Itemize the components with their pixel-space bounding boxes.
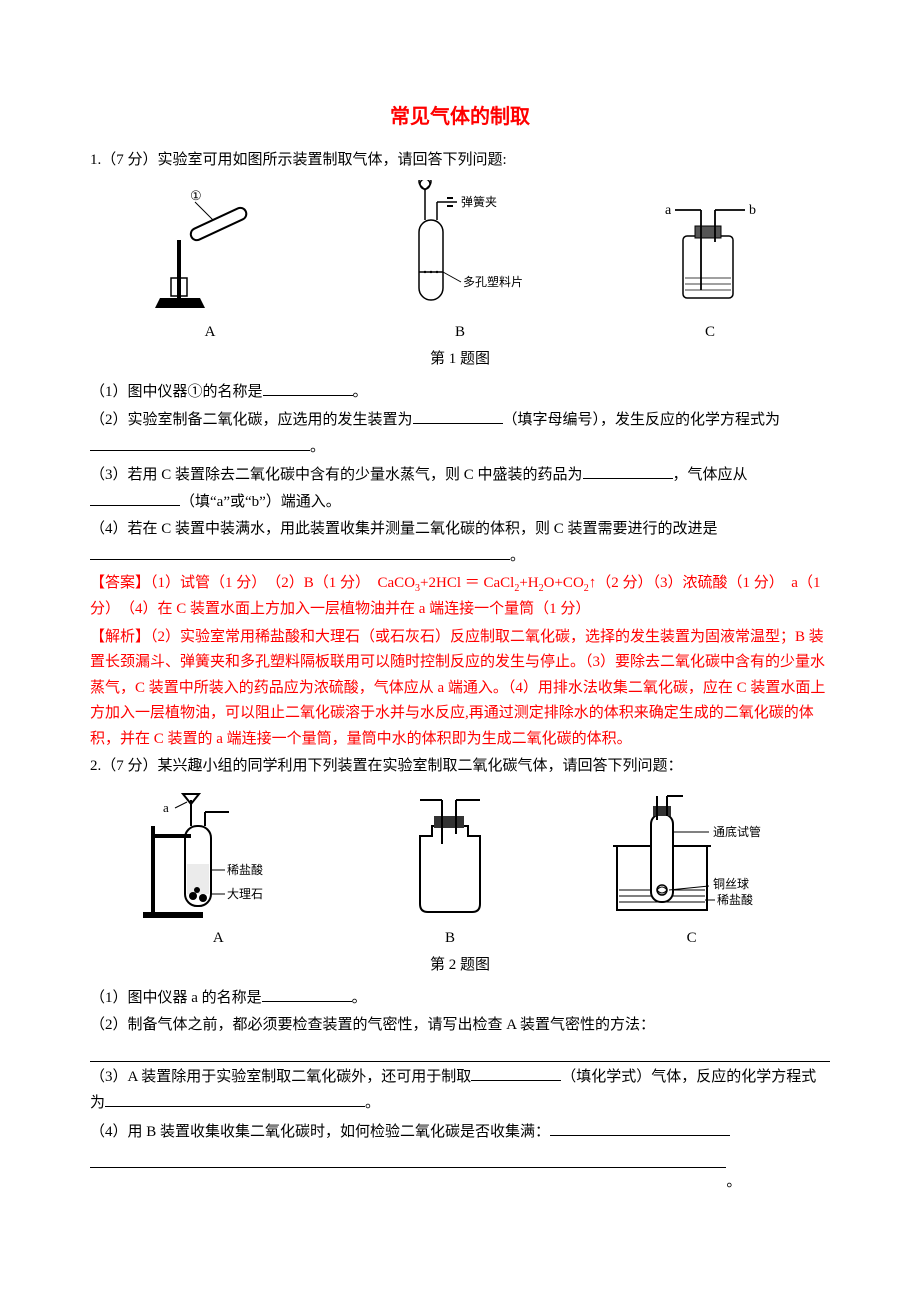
apparatus-a2-icon: a 稀盐酸 大理石 — [133, 786, 303, 926]
q2-p4-pre: （4）用 B 装置收集收集二氧化碳时，如何检验二氧化碳是否收集满： — [90, 1124, 550, 1140]
q1-p3-post: （填“a”或“b”）端通入。 — [180, 494, 341, 510]
q1-fig-a: ① A — [135, 180, 285, 346]
answer-label: 【答案】 — [90, 575, 150, 591]
blank — [263, 379, 353, 396]
q1-p2-pre: （2）实验室制备二氧化碳，应选用的发生装置为 — [90, 412, 413, 428]
q2-p3: （3）A 装置除用于实验室制取二氧化碳外，还可用于制取（填化学式）气体，反应的化… — [90, 1064, 830, 1117]
page-title: 常见气体的制取 — [90, 100, 830, 134]
blank — [90, 434, 310, 451]
q2-p1-post: 。 — [352, 990, 367, 1006]
q1-p3: （3）若用 C 装置除去二氧化碳中含有的少量水蒸气，则 C 中盛装的药品为 ，气体… — [90, 462, 830, 515]
blank — [262, 985, 352, 1002]
q2-p4: （4）用 B 装置收集收集二氧化碳时，如何检验二氧化碳是否收集满： — [90, 1119, 830, 1146]
blank — [90, 489, 180, 506]
q1-p1: （1）图中仪器①的名称是 。 — [90, 379, 830, 406]
q2-fig-a: a 稀盐酸 大理石 A — [133, 786, 303, 952]
apparatus-b2-icon — [390, 786, 510, 926]
q1-label-c: C — [635, 320, 785, 346]
apparatus-a-icon: ① — [135, 180, 285, 320]
ball-label: 铜丝球 — [713, 876, 749, 891]
blank — [550, 1119, 730, 1136]
ans-c: +H — [519, 575, 538, 591]
port-b-label: b — [749, 203, 756, 218]
blank — [583, 462, 673, 479]
q2-label-b: B — [390, 926, 510, 952]
port-a-label: a — [665, 203, 672, 218]
ans-d: O+CO — [544, 575, 584, 591]
svg-text:①: ① — [190, 188, 202, 203]
apparatus-c2-icon: 通底试管 铜丝球 稀盐酸 — [597, 786, 787, 926]
q2-p1: （1）图中仪器 a 的名称是 。 — [90, 985, 830, 1012]
apparatus-c-icon: a b — [635, 180, 785, 320]
q2-intro: 2.（7 分）某兴趣小组的同学利用下列装置在实验室制取二氧化碳气体，请回答下列问… — [90, 754, 830, 780]
q1-label-b: B — [375, 320, 545, 346]
q2-fig-c: 通底试管 铜丝球 稀盐酸 C — [597, 786, 787, 952]
acid-label: 稀盐酸 — [717, 892, 753, 907]
blank-line — [90, 1043, 830, 1062]
funnel-a-label: a — [163, 800, 169, 815]
spring-clip-label: 弹簧夹 — [461, 194, 497, 209]
q1-p4-post: 。 — [510, 548, 525, 564]
q1-explain: 【解析】（2）实验室常用稀盐酸和大理石（或石灰石）反应制取二氧化碳，选择的发生装… — [90, 625, 830, 753]
q1-fig-c: a b C — [635, 180, 785, 346]
apparatus-b-icon: 弹簧夹 多孔塑料片 — [375, 180, 545, 320]
blank — [90, 543, 510, 560]
q2-label-c: C — [597, 926, 787, 952]
period: 。 — [726, 1170, 830, 1196]
q1-p4: （4）若在 C 装置中装满水，用此装置收集并测量二氧化碳的体积，则 C 装置需要… — [90, 517, 830, 569]
q1-fig-caption: 第 1 题图 — [90, 347, 830, 373]
q1-p4-pre: （4）若在 C 装置中装满水，用此装置收集并测量二氧化碳的体积，则 C 装置需要… — [90, 521, 718, 537]
blank — [413, 407, 503, 424]
q1-p1-post: 。 — [353, 384, 368, 400]
q1-p2: （2）实验室制备二氧化碳，应选用的发生装置为 （填字母编号），发生反应的化学方程式… — [90, 407, 830, 460]
q1-fig-b: 弹簧夹 多孔塑料片 B — [375, 180, 545, 346]
explain-label: 【解析】 — [90, 629, 150, 645]
explain-text: （2）实验室常用稀盐酸和大理石（或石灰石）反应制取二氧化碳，选择的发生装置为固液… — [90, 629, 825, 747]
tube-label: 通底试管 — [713, 824, 761, 839]
q1-label-a: A — [135, 320, 285, 346]
q2-p1-pre: （1）图中仪器 a 的名称是 — [90, 990, 262, 1006]
q2-label-a: A — [133, 926, 303, 952]
q2-p2: （2）制备气体之前，都必须要检查装置的气密性，请写出检查 A 装置气密性的方法： — [90, 1013, 830, 1039]
q2-figure-row: a 稀盐酸 大理石 A B — [90, 786, 830, 952]
q1-figure-row: ① A 弹簧夹 — [90, 180, 830, 346]
q2-p3-pre: （3）A 装置除用于实验室制取二氧化碳外，还可用于制取 — [90, 1069, 471, 1085]
hcl-label: 稀盐酸 — [227, 862, 263, 877]
q2-fig-caption: 第 2 题图 — [90, 953, 830, 979]
ans-b: +2HCl ＝ CaCl — [420, 575, 514, 591]
blank — [105, 1090, 365, 1107]
q2-p3-post: 。 — [365, 1095, 380, 1111]
plate-label: 多孔塑料片 — [463, 274, 523, 289]
q1-p3-pre: （3）若用 C 装置除去二氧化碳中含有的少量水蒸气，则 C 中盛装的药品为 — [90, 467, 583, 483]
q1-p1-pre: （1）图中仪器①的名称是 — [90, 384, 263, 400]
marble-label: 大理石 — [227, 887, 263, 901]
q1-intro: 1.（7 分）实验室可用如图所示装置制取气体，请回答下列问题: — [90, 148, 830, 174]
blank-line — [90, 1149, 726, 1168]
q1-p2-post: 。 — [310, 439, 325, 455]
ans-a: （1）试管（1 分） （2）B（1 分） CaCO — [150, 575, 415, 591]
q2-fig-b: B — [390, 786, 510, 952]
q1-p3-mid: ，气体应从 — [673, 467, 748, 483]
q1-answer: 【答案】（1）试管（1 分） （2）B（1 分） CaCO3+2HCl ＝ Ca… — [90, 571, 830, 623]
blank — [471, 1064, 561, 1081]
q1-p2-mid: （填字母编号），发生反应的化学方程式为 — [503, 412, 781, 428]
